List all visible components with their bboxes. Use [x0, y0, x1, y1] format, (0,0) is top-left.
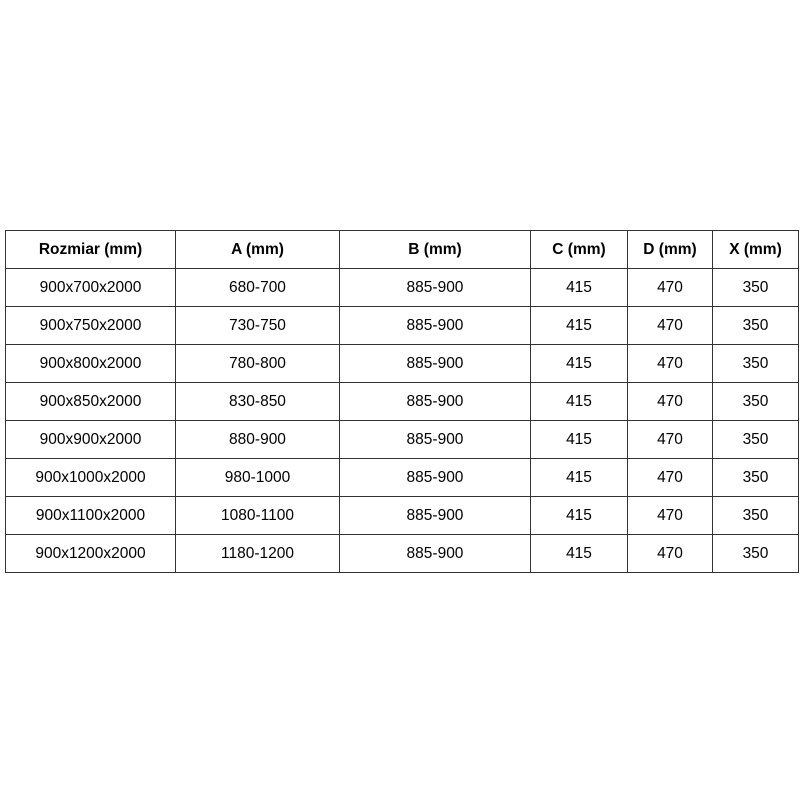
column-header: Rozmiar (mm): [5, 230, 176, 269]
table-cell: 900x1100x2000: [5, 496, 176, 535]
table-cell: 350: [712, 268, 799, 307]
column-header: B (mm): [339, 230, 531, 269]
table-row: 900x800x2000 780-800 885-900 415 470 350: [5, 344, 799, 383]
table-cell: 415: [530, 420, 628, 459]
table-cell: 885-900: [339, 420, 531, 459]
table-header-row: Rozmiar (mm) A (mm) B (mm) C (mm) D (mm) X (m…: [5, 230, 799, 269]
table-cell: 415: [530, 382, 628, 421]
table-row: 900x1000x2000 980-1000 885-900 415 470 350: [5, 458, 799, 497]
table-cell: 415: [530, 344, 628, 383]
table-cell: 415: [530, 458, 628, 497]
table-cell: 470: [627, 382, 713, 421]
table-cell: 885-900: [339, 496, 531, 535]
table-cell: 470: [627, 344, 713, 383]
table-cell: 885-900: [339, 534, 531, 573]
table-cell: 885-900: [339, 268, 531, 307]
table-cell: 350: [712, 382, 799, 421]
table-cell: 780-800: [175, 344, 340, 383]
table-cell: 900x700x2000: [5, 268, 176, 307]
table-row: 900x900x2000 880-900 885-900 415 470 350: [5, 420, 799, 459]
column-header: A (mm): [175, 230, 340, 269]
table-cell: 880-900: [175, 420, 340, 459]
table-row: 900x1200x2000 1180-1200 885-900 415 470 350: [5, 534, 799, 573]
table-cell: 980-1000: [175, 458, 340, 497]
table-cell: 1180-1200: [175, 534, 340, 573]
table-cell: 350: [712, 306, 799, 345]
table-cell: 900x1000x2000: [5, 458, 176, 497]
table-cell: 680-700: [175, 268, 340, 307]
table-cell: 470: [627, 420, 713, 459]
table-cell: 900x750x2000: [5, 306, 176, 345]
table-cell: 415: [530, 306, 628, 345]
dimensions-table: Rozmiar (mm) A (mm) B (mm) C (mm) D (mm) X (m…: [5, 230, 799, 573]
table-cell: 885-900: [339, 344, 531, 383]
table-cell: 350: [712, 496, 799, 535]
table-cell: 470: [627, 496, 713, 535]
table-cell: 900x800x2000: [5, 344, 176, 383]
table-cell: 900x1200x2000: [5, 534, 176, 573]
table-cell: 470: [627, 458, 713, 497]
table-cell: 900x850x2000: [5, 382, 176, 421]
table-cell: 350: [712, 344, 799, 383]
table-cell: 885-900: [339, 306, 531, 345]
table-cell: 350: [712, 458, 799, 497]
table-cell: 470: [627, 268, 713, 307]
table-cell: 470: [627, 306, 713, 345]
table-cell: 1080-1100: [175, 496, 340, 535]
table-cell: 900x900x2000: [5, 420, 176, 459]
table-row: 900x1100x2000 1080-1100 885-900 415 470 350: [5, 496, 799, 535]
table-cell: 885-900: [339, 382, 531, 421]
table-row: 900x850x2000 830-850 885-900 415 470 350: [5, 382, 799, 421]
table-cell: 415: [530, 496, 628, 535]
table-cell: 350: [712, 534, 799, 573]
column-header: D (mm): [627, 230, 713, 269]
table-cell: 730-750: [175, 306, 340, 345]
table-row: 900x750x2000 730-750 885-900 415 470 350: [5, 306, 799, 345]
table-row: 900x700x2000 680-700 885-900 415 470 350: [5, 268, 799, 307]
table-cell: 415: [530, 534, 628, 573]
table-cell: 350: [712, 420, 799, 459]
column-header: C (mm): [530, 230, 628, 269]
table-cell: 470: [627, 534, 713, 573]
table-cell: 830-850: [175, 382, 340, 421]
table-cell: 415: [530, 268, 628, 307]
column-header: X (mm): [712, 230, 799, 269]
table-cell: 885-900: [339, 458, 531, 497]
